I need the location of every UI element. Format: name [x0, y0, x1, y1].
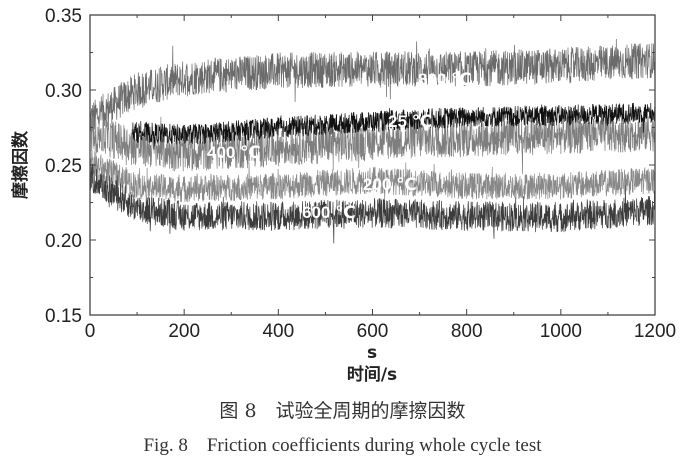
x-tick-label: 200	[168, 321, 200, 342]
y-tick-label: 0.20	[45, 231, 82, 252]
figure-caption-chinese: 图 8 试验全周期的摩擦因数	[219, 400, 466, 422]
series-annotation: 400 ℃	[207, 143, 261, 162]
x-tick-label: 800	[451, 321, 483, 342]
x-tick-label: 0	[85, 321, 96, 342]
series-line-1	[89, 113, 656, 175]
series-annotation: 600 ℃	[302, 203, 356, 222]
x-axis-label: 时间/s	[347, 364, 397, 385]
series-annotation: 800 ℃	[418, 70, 472, 89]
series-line-3	[132, 102, 656, 151]
x-tick-label: 600	[357, 321, 389, 342]
x-tick-label: 400	[262, 321, 294, 342]
friction-chart: 0 200 400 600 800 1000 1200 0.15 0.20 0.25 0.30 0.3…	[10, 6, 676, 385]
series-line-0	[89, 38, 656, 133]
y-tick-label: 0.25	[45, 156, 82, 177]
x-axis-unit-mark: s	[367, 343, 377, 363]
y-axis-label: 摩擦因数	[10, 130, 31, 199]
series-line-4	[89, 163, 656, 244]
figure-caption-english: Fig. 8 Friction coefficients during whol…	[143, 435, 542, 456]
series-annotation: 200 ℃	[363, 175, 417, 194]
y-tick-label: 0.35	[45, 6, 82, 27]
y-tick-label: 0.15	[45, 306, 82, 327]
series-line-2	[89, 149, 656, 203]
x-tick-label: 1000	[540, 321, 582, 342]
y-tick-label: 0.30	[45, 81, 82, 102]
series-annotation: 25 ℃	[388, 112, 432, 131]
x-tick-label: 1200	[634, 321, 676, 342]
